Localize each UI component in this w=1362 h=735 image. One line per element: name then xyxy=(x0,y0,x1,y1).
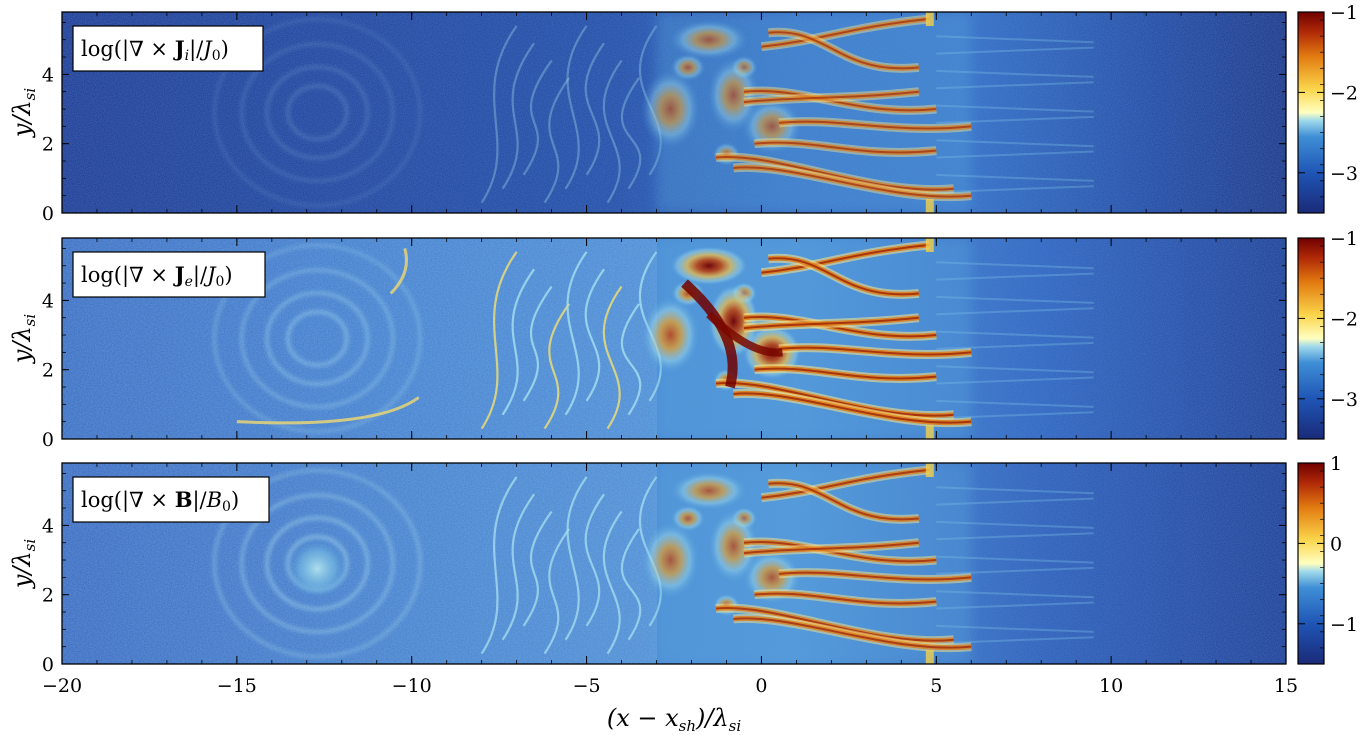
colorbar-gradient xyxy=(1297,237,1325,440)
x-tick-label: −15 xyxy=(217,675,257,697)
heatmap-field-1 xyxy=(62,12,1286,213)
y-tick-label: 2 xyxy=(42,360,54,382)
x-tick-label: 0 xyxy=(755,675,767,697)
colorbar-tick-label: −2 xyxy=(1330,82,1358,104)
y-axis-label: y/λsi xyxy=(8,88,39,139)
panel-label-box-2: log(|∇ × Je|/J0) xyxy=(72,251,266,298)
colorbar-3: −1 0 1 xyxy=(1297,453,1358,665)
colorbar-tick-label: 0 xyxy=(1330,533,1342,555)
y-tick-label: 0 xyxy=(42,429,54,451)
colorbar-tick-label: −1 xyxy=(1330,2,1358,24)
x-tick-label: 10 xyxy=(1099,675,1123,697)
colorbar-tick-label: −1 xyxy=(1330,228,1358,250)
y-tick-label: 2 xyxy=(42,134,54,156)
x-tick-label: −20 xyxy=(42,675,82,697)
y-tick-label: 0 xyxy=(42,654,54,676)
y-axis-label: y/λsi xyxy=(8,314,39,365)
x-axis-label: (x − xsh)/λsi xyxy=(607,704,742,735)
panel-label-3: log(|∇ × B|/B0) xyxy=(81,487,239,515)
plot-frame-1 xyxy=(61,11,1287,214)
plot-frame-3 xyxy=(61,462,1287,665)
x-tick-label: −5 xyxy=(573,675,601,697)
panel-label-2: log(|∇ × Je|/J0) xyxy=(81,262,233,290)
colorbar-gradient xyxy=(1297,11,1325,214)
plot-frame-2 xyxy=(61,237,1287,440)
y-tick-label: 2 xyxy=(42,585,54,607)
heatmap-panel-2: log(|∇ × Je|/J0) −3 −2 −1 xyxy=(61,228,1358,440)
colorbar-gradient xyxy=(1297,462,1325,665)
y-tick-label: 4 xyxy=(42,290,54,312)
panel-label-1: log(|∇ × Ji|/J0) xyxy=(81,36,229,64)
y-tick-label: 0 xyxy=(42,203,54,225)
colorbar-1: −3 −2 −1 xyxy=(1297,2,1358,214)
heatmap-panel-1: log(|∇ × Ji|/J0) −3 −2 −1 xyxy=(61,2,1358,214)
colorbar-2: −3 −2 −1 xyxy=(1297,228,1358,440)
x-tick-label: −10 xyxy=(392,675,432,697)
colorbar-tick-label: −2 xyxy=(1330,308,1358,330)
y-tick-label: 4 xyxy=(42,515,54,537)
colorbar-tick-label: −1 xyxy=(1330,614,1358,636)
colorbar-tick-label: 1 xyxy=(1330,453,1342,475)
panel-label-box-3: log(|∇ × B|/B0) xyxy=(72,476,270,523)
colorbar-tick-label: −3 xyxy=(1330,163,1358,185)
x-tick-label: 15 xyxy=(1274,675,1298,697)
x-tick-label: 5 xyxy=(930,675,942,697)
y-axis-label: y/λsi xyxy=(8,539,39,590)
colorbar-tick-label: −3 xyxy=(1330,389,1358,411)
heatmap-panel-3: log(|∇ × B|/B0) −1 0 1 xyxy=(61,453,1358,665)
y-tick-label: 4 xyxy=(42,64,54,86)
panel-label-box-1: log(|∇ × Ji|/J0) xyxy=(72,25,264,72)
